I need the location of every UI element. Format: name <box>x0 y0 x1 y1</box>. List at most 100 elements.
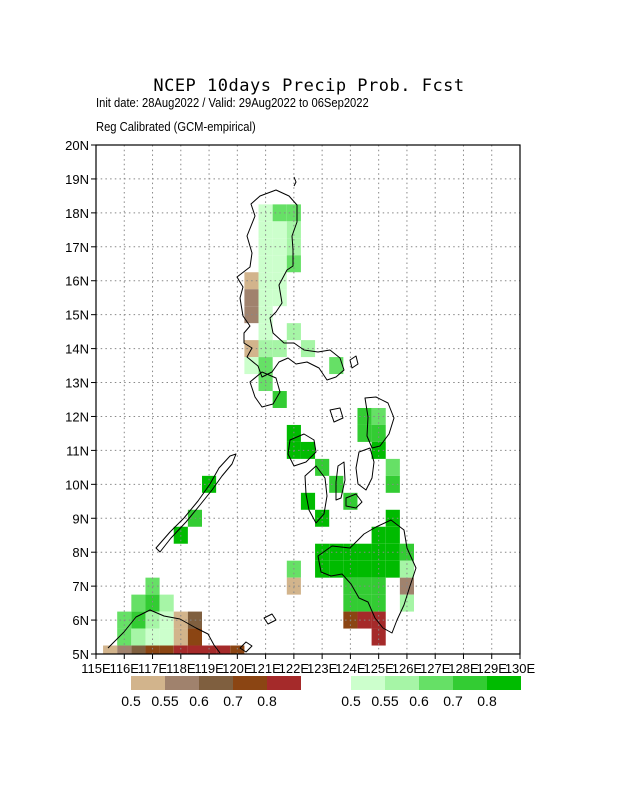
dry-probability-legend: 0.5 0.55 0.6 0.7 0.8 <box>121 676 301 709</box>
legend-label: 0.7 <box>443 693 463 709</box>
lat-tick-label: 17N <box>65 240 89 255</box>
longitude-tick-labels: 115E116E117E118E119E120E121E122E123E124E… <box>81 654 536 676</box>
coastline-mindanao <box>317 519 417 634</box>
probability-cell <box>329 357 344 375</box>
lat-tick-label: 9N <box>72 511 89 526</box>
coastline-bohol <box>345 493 363 509</box>
coastline-sulu <box>239 641 253 653</box>
probability-cell <box>357 560 372 578</box>
legend-swatch <box>385 676 419 690</box>
coastline-cebu <box>335 461 346 501</box>
coastline-samar <box>364 396 395 449</box>
lon-tick-label: 121E <box>250 661 281 676</box>
lon-tick-label: 126E <box>392 661 423 676</box>
probability-cell <box>131 645 146 654</box>
probability-cell <box>173 628 188 646</box>
legend-label: 0.55 <box>151 693 178 709</box>
probability-cell <box>145 594 160 612</box>
probability-cell <box>357 424 372 442</box>
probability-cell <box>385 560 400 578</box>
lon-tick-label: 116E <box>110 661 140 676</box>
probability-cell <box>343 594 358 612</box>
probability-cell <box>272 221 287 239</box>
lat-tick-label: 14N <box>65 342 89 357</box>
probability-cell <box>159 645 174 654</box>
probability-cell <box>117 628 132 646</box>
lon-tick-label: 124E <box>335 661 366 676</box>
probability-cell <box>187 628 202 646</box>
probability-cell <box>258 289 273 307</box>
lat-tick-label: 20N <box>65 138 89 153</box>
lon-tick-label: 130E <box>505 661 536 676</box>
coastline-basilan <box>263 613 277 625</box>
method-label: Reg Calibrated (GCM-empirical) <box>96 119 256 134</box>
lon-tick-label: 123E <box>307 661 338 676</box>
probability-cell <box>315 458 330 476</box>
probability-cell <box>300 492 316 510</box>
legend-swatch <box>233 676 267 690</box>
probability-cell <box>159 628 174 646</box>
lon-tick-label: 129E <box>477 661 508 676</box>
probability-cell <box>371 628 386 646</box>
probability-cell <box>286 424 301 442</box>
coastline-batanes <box>293 176 297 187</box>
probability-cell <box>244 289 259 307</box>
probability-cell <box>272 289 287 307</box>
coastline-mindoro <box>249 371 281 408</box>
probability-cell <box>202 645 217 654</box>
probability-cell <box>272 255 287 273</box>
coastline-panay <box>287 433 317 467</box>
lon-tick-label: 118E <box>166 661 196 676</box>
lon-tick-label: 115E <box>81 661 111 676</box>
probability-cell <box>244 357 259 375</box>
coastline-luzon <box>236 189 345 381</box>
lon-tick-label: 128E <box>448 661 479 676</box>
probability-cell <box>117 645 132 654</box>
probability-cell <box>230 645 245 654</box>
lat-tick-label: 8N <box>72 545 89 560</box>
map-title: NCEP 10days Precip Prob. Fcst <box>153 76 465 96</box>
init-valid-date: Init date: 28Aug2022 / Valid: 29Aug2022 … <box>96 95 369 110</box>
probability-cell <box>385 526 400 544</box>
legend-swatch <box>165 676 199 690</box>
probability-cell <box>286 323 301 341</box>
probability-cell <box>258 323 273 341</box>
probability-cell <box>343 492 358 510</box>
probability-cell <box>145 628 160 646</box>
probability-cell <box>145 645 160 654</box>
lat-tick-label: 7N <box>72 579 89 594</box>
legend-swatch <box>487 676 521 690</box>
probability-cell <box>173 645 188 654</box>
lat-tick-label: 6N <box>72 613 89 628</box>
legend-label: 0.6 <box>409 693 429 709</box>
legend-label: 0.5 <box>341 693 361 709</box>
lon-tick-label: 117E <box>138 661 168 676</box>
probability-cell <box>385 458 400 476</box>
latitude-tick-labels: 20N 19N 18N 17N 16N 15N 14N 13N 12N 11N 10N 9N 8N 7N 6… <box>65 138 96 662</box>
lon-tick-label: 127E <box>420 661 451 676</box>
legend-swatch <box>351 676 385 690</box>
coastline-catanduanes <box>349 355 359 369</box>
lat-tick-label: 19N <box>65 172 89 187</box>
lon-tick-label: 125E <box>363 661 394 676</box>
probability-cell <box>159 594 174 612</box>
lat-tick-label: 10N <box>65 477 89 492</box>
legend-label: 0.5 <box>121 693 141 709</box>
lat-tick-label: 12N <box>65 409 89 424</box>
wet-probability-legend: 0.5 0.55 0.6 0.7 0.8 <box>341 676 521 709</box>
probability-cell <box>258 357 273 375</box>
legend-label: 0.8 <box>257 693 277 709</box>
probability-cell <box>131 628 146 646</box>
legend-swatch <box>267 676 301 690</box>
lat-tick-label: 15N <box>65 308 89 323</box>
lat-tick-label: 16N <box>65 274 89 289</box>
legend-swatch <box>199 676 233 690</box>
lon-tick-label: 120E <box>222 661 253 676</box>
lon-tick-label: 119E <box>194 661 224 676</box>
legend-label: 0.7 <box>223 693 243 709</box>
coastline <box>107 176 417 654</box>
legend-label: 0.6 <box>189 693 209 709</box>
probability-cell <box>103 645 118 654</box>
legend-swatch <box>419 676 453 690</box>
